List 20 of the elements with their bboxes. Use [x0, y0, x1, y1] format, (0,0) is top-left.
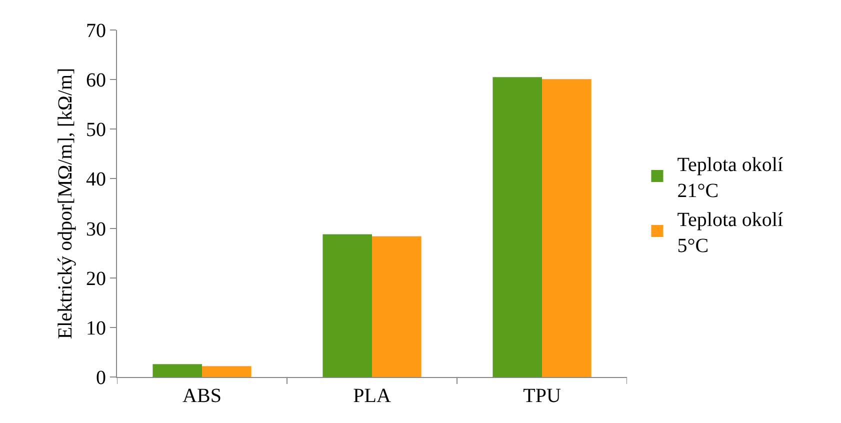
x-tick-label: TPU	[523, 385, 562, 407]
bar	[152, 364, 202, 377]
bar	[542, 79, 592, 377]
y-tick-label: 20	[86, 268, 106, 290]
bar	[322, 234, 372, 377]
legend-label: Teplota okolí 5°C	[677, 208, 784, 257]
x-tick-label: PLA	[353, 385, 392, 407]
bar	[372, 236, 422, 377]
y-tick-label: 60	[86, 70, 106, 92]
y-axis-title: Elektrický odpor[MΩ/m], [kΩ/m]	[54, 68, 76, 340]
y-tick-label: 30	[86, 218, 106, 240]
y-tick-label: 0	[96, 367, 106, 389]
y-tick-label: 70	[86, 20, 106, 42]
legend-label: Teplota okolí 21°C	[677, 154, 784, 202]
bar	[202, 366, 252, 377]
y-tick-label: 50	[86, 119, 106, 142]
y-tick-label: 10	[86, 317, 106, 340]
bar	[492, 77, 542, 377]
y-tick-label: 40	[86, 168, 106, 191]
x-tick-label: ABS	[182, 385, 222, 407]
